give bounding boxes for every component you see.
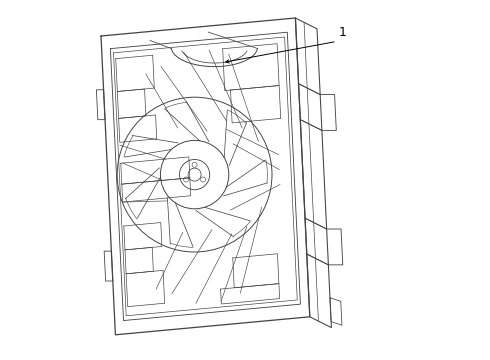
Text: 1: 1 <box>338 26 346 39</box>
